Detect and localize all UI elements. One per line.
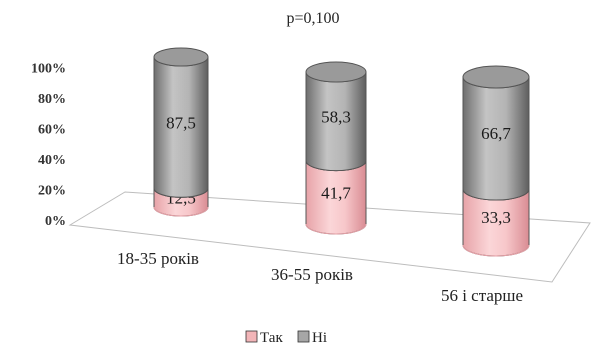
bar-group: 12,587,5 [153, 47, 209, 217]
category-label: 36-55 років [271, 265, 353, 284]
bar-cap [462, 65, 530, 89]
bar-group: 41,7 58,3 [305, 61, 367, 235]
floor-plane [68, 191, 591, 283]
y-tick-label: 0% [45, 214, 66, 229]
data-label: 58,3 [321, 107, 351, 126]
category-label: 18-35 років [117, 249, 199, 268]
y-tick-label: 100% [31, 62, 66, 77]
data-label: 33,3 [481, 208, 511, 227]
data-label: 87,5 [166, 114, 196, 133]
y-tick-label: 40% [38, 153, 66, 168]
y-tick-label: 80% [38, 92, 66, 107]
legend-label-ni: Ні [312, 330, 327, 346]
bar-bottom-rim [462, 244, 530, 257]
legend-swatch-ni [297, 330, 310, 343]
bar-cap [153, 47, 209, 67]
bar-cap [305, 61, 367, 83]
bar-bottom-rim [305, 223, 367, 235]
data-label: 41,7 [321, 183, 351, 202]
legend: Так Ні [245, 330, 327, 346]
data-label: 66,7 [481, 124, 511, 143]
y-tick-label: 60% [38, 123, 66, 138]
chart-title: p=0,100 [286, 10, 339, 27]
category-label: 56 і старше [441, 286, 523, 305]
bars: 12,587,5 41,7 58,3 33,3 66,7 [153, 47, 530, 257]
bar-bottom-rim [153, 206, 209, 217]
y-axis: 0% 20% 40% 60% 80% 100% [31, 62, 66, 230]
y-tick-label: 20% [38, 184, 66, 199]
legend-swatch-tak [245, 330, 258, 343]
bar-group: 33,3 66,7 [462, 65, 530, 257]
legend-label-tak: Так [260, 330, 283, 346]
category-labels: 18-35 років 36-55 років 56 і старше [117, 249, 523, 305]
